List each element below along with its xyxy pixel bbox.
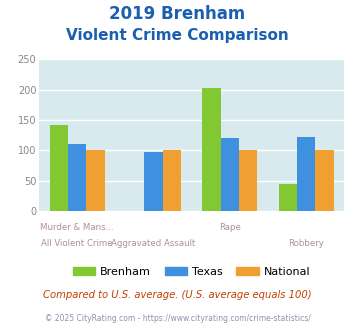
Bar [315, 150, 334, 211]
Bar [221, 138, 239, 211]
Bar [86, 150, 105, 211]
Text: Robbery: Robbery [288, 239, 324, 248]
Bar [68, 145, 86, 211]
Text: © 2025 CityRating.com - https://www.cityrating.com/crime-statistics/: © 2025 CityRating.com - https://www.city… [45, 314, 310, 323]
Text: All Violent Crime: All Violent Crime [42, 239, 113, 248]
Legend: Brenham, Texas, National: Brenham, Texas, National [68, 262, 315, 281]
Text: Violent Crime Comparison: Violent Crime Comparison [66, 28, 289, 43]
Text: Rape: Rape [219, 223, 241, 232]
Bar [50, 125, 68, 211]
Text: Compared to U.S. average. (U.S. average equals 100): Compared to U.S. average. (U.S. average … [43, 290, 312, 300]
Bar [202, 88, 221, 211]
Bar [163, 150, 181, 211]
Bar [279, 184, 297, 211]
Bar [239, 150, 257, 211]
Text: 2019 Brenham: 2019 Brenham [109, 5, 246, 23]
Text: Murder & Mans...: Murder & Mans... [40, 223, 114, 232]
Bar [297, 137, 315, 211]
Text: Aggravated Assault: Aggravated Assault [111, 239, 196, 248]
Bar [144, 152, 163, 211]
